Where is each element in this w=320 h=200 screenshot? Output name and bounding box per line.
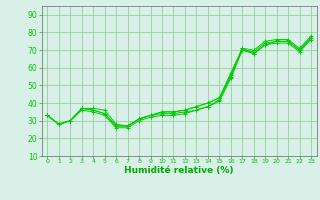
X-axis label: Humidité relative (%): Humidité relative (%) <box>124 166 234 175</box>
